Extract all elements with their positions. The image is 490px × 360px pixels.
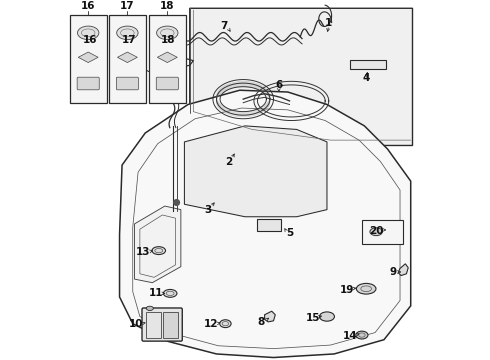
FancyBboxPatch shape: [142, 308, 182, 341]
Ellipse shape: [117, 26, 138, 40]
Text: 6: 6: [275, 80, 282, 90]
Text: 3: 3: [204, 204, 211, 215]
Ellipse shape: [157, 26, 178, 40]
Text: 9: 9: [390, 267, 396, 277]
Text: 18: 18: [160, 1, 174, 12]
FancyBboxPatch shape: [163, 312, 178, 338]
Ellipse shape: [220, 320, 231, 328]
Polygon shape: [118, 52, 137, 63]
Polygon shape: [135, 206, 181, 283]
Text: 14: 14: [343, 331, 357, 341]
Ellipse shape: [356, 331, 368, 339]
Polygon shape: [265, 311, 275, 322]
Polygon shape: [78, 52, 98, 63]
Polygon shape: [157, 52, 177, 63]
Polygon shape: [398, 264, 408, 275]
FancyBboxPatch shape: [70, 15, 107, 103]
Polygon shape: [257, 219, 281, 231]
FancyBboxPatch shape: [109, 15, 146, 103]
Ellipse shape: [370, 228, 382, 236]
Text: 17: 17: [122, 35, 137, 45]
Text: 13: 13: [136, 247, 151, 257]
Ellipse shape: [319, 312, 335, 321]
Text: 1: 1: [325, 18, 332, 27]
Ellipse shape: [356, 283, 376, 294]
Polygon shape: [184, 126, 327, 217]
Text: 16: 16: [83, 35, 97, 45]
Text: 18: 18: [161, 35, 175, 45]
FancyBboxPatch shape: [362, 220, 402, 244]
Ellipse shape: [163, 289, 177, 297]
Text: 4: 4: [363, 73, 370, 83]
Text: 8: 8: [257, 317, 265, 327]
Circle shape: [166, 76, 171, 80]
FancyBboxPatch shape: [156, 77, 178, 90]
Ellipse shape: [147, 306, 153, 310]
Text: 2: 2: [225, 157, 233, 167]
Polygon shape: [350, 60, 386, 69]
Text: 11: 11: [148, 288, 163, 298]
Circle shape: [174, 200, 179, 205]
Text: 16: 16: [81, 1, 96, 12]
Ellipse shape: [152, 247, 166, 255]
Text: 7: 7: [220, 21, 227, 31]
Polygon shape: [120, 90, 411, 357]
Text: 19: 19: [340, 285, 354, 295]
Text: 5: 5: [286, 228, 293, 238]
Text: 10: 10: [129, 319, 144, 329]
Circle shape: [173, 73, 178, 78]
Text: 20: 20: [369, 226, 384, 236]
Polygon shape: [190, 8, 413, 145]
Ellipse shape: [77, 26, 99, 40]
FancyBboxPatch shape: [77, 77, 99, 90]
FancyBboxPatch shape: [116, 77, 139, 90]
Text: 12: 12: [204, 319, 219, 329]
Text: 15: 15: [305, 313, 320, 323]
FancyBboxPatch shape: [149, 15, 186, 103]
Text: 17: 17: [120, 1, 135, 12]
